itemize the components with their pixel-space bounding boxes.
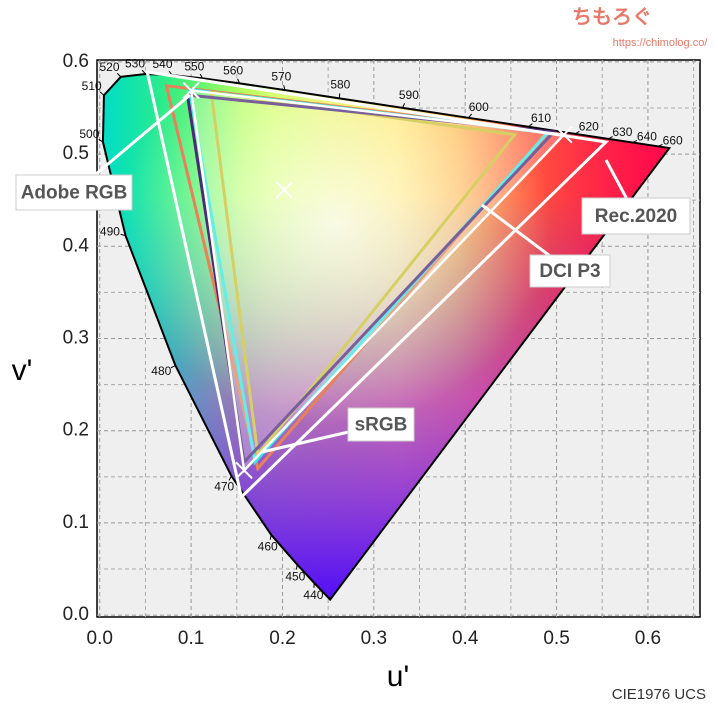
legend-label: Rec.2020: [595, 206, 677, 227]
wavelength-label: 510: [82, 79, 102, 93]
wavelength-label: 470: [214, 480, 234, 494]
x-tick-label: 0.1: [178, 628, 204, 649]
wavelength-label: 630: [612, 125, 632, 139]
wavelength-label: 640: [637, 129, 657, 143]
wavelength-label: 450: [285, 570, 305, 584]
y-tick-label: 0.3: [63, 328, 89, 349]
wavelength-label: 490: [100, 225, 120, 239]
x-axis-label: u': [387, 660, 409, 693]
legend-label: Adobe RGB: [21, 183, 128, 204]
x-tick-label: 0.0: [87, 628, 113, 649]
x-tick-label: 0.5: [543, 628, 569, 649]
wavelength-label: 620: [579, 119, 599, 133]
y-tick-label: 0.2: [63, 420, 89, 441]
wavelength-label: 540: [152, 57, 172, 71]
wavelength-label: 530: [125, 56, 145, 70]
y-tick-label: 0.0: [63, 604, 89, 625]
wavelength-label: 460: [258, 540, 278, 554]
wavelength-label: 500: [79, 127, 99, 141]
y-tick-label: 0.6: [63, 51, 89, 72]
wavelength-label: 660: [663, 134, 683, 148]
x-tick-label: 0.2: [269, 628, 295, 649]
wavelength-label: 600: [469, 100, 489, 114]
footnote: CIE1976 UCS: [612, 686, 706, 703]
y-tick-label: 0.1: [63, 512, 89, 533]
x-tick-label: 0.3: [361, 628, 387, 649]
wavelength-label: 550: [184, 59, 204, 73]
y-tick-label: 0.4: [63, 235, 90, 256]
legend-label: DCI P3: [539, 261, 600, 282]
logo: ちもろぐ: [572, 5, 652, 28]
logo-url: https://chimolog.co/: [613, 37, 709, 49]
wavelength-label: 570: [271, 70, 291, 84]
wavelength-label: 440: [303, 588, 323, 602]
wavelength-label: 480: [151, 364, 171, 378]
y-tick-label: 0.5: [63, 143, 89, 164]
wavelength-label: 520: [99, 60, 119, 74]
legend-label: sRGB: [355, 415, 408, 436]
wavelength-label: 590: [399, 88, 419, 102]
wavelength-label: 560: [223, 64, 243, 78]
wavelength-label: 580: [330, 78, 350, 92]
wavelength-label: 610: [531, 111, 551, 125]
y-axis-label: v': [12, 354, 33, 387]
x-tick-label: 0.6: [635, 628, 661, 649]
x-tick-label: 0.4: [452, 628, 479, 649]
